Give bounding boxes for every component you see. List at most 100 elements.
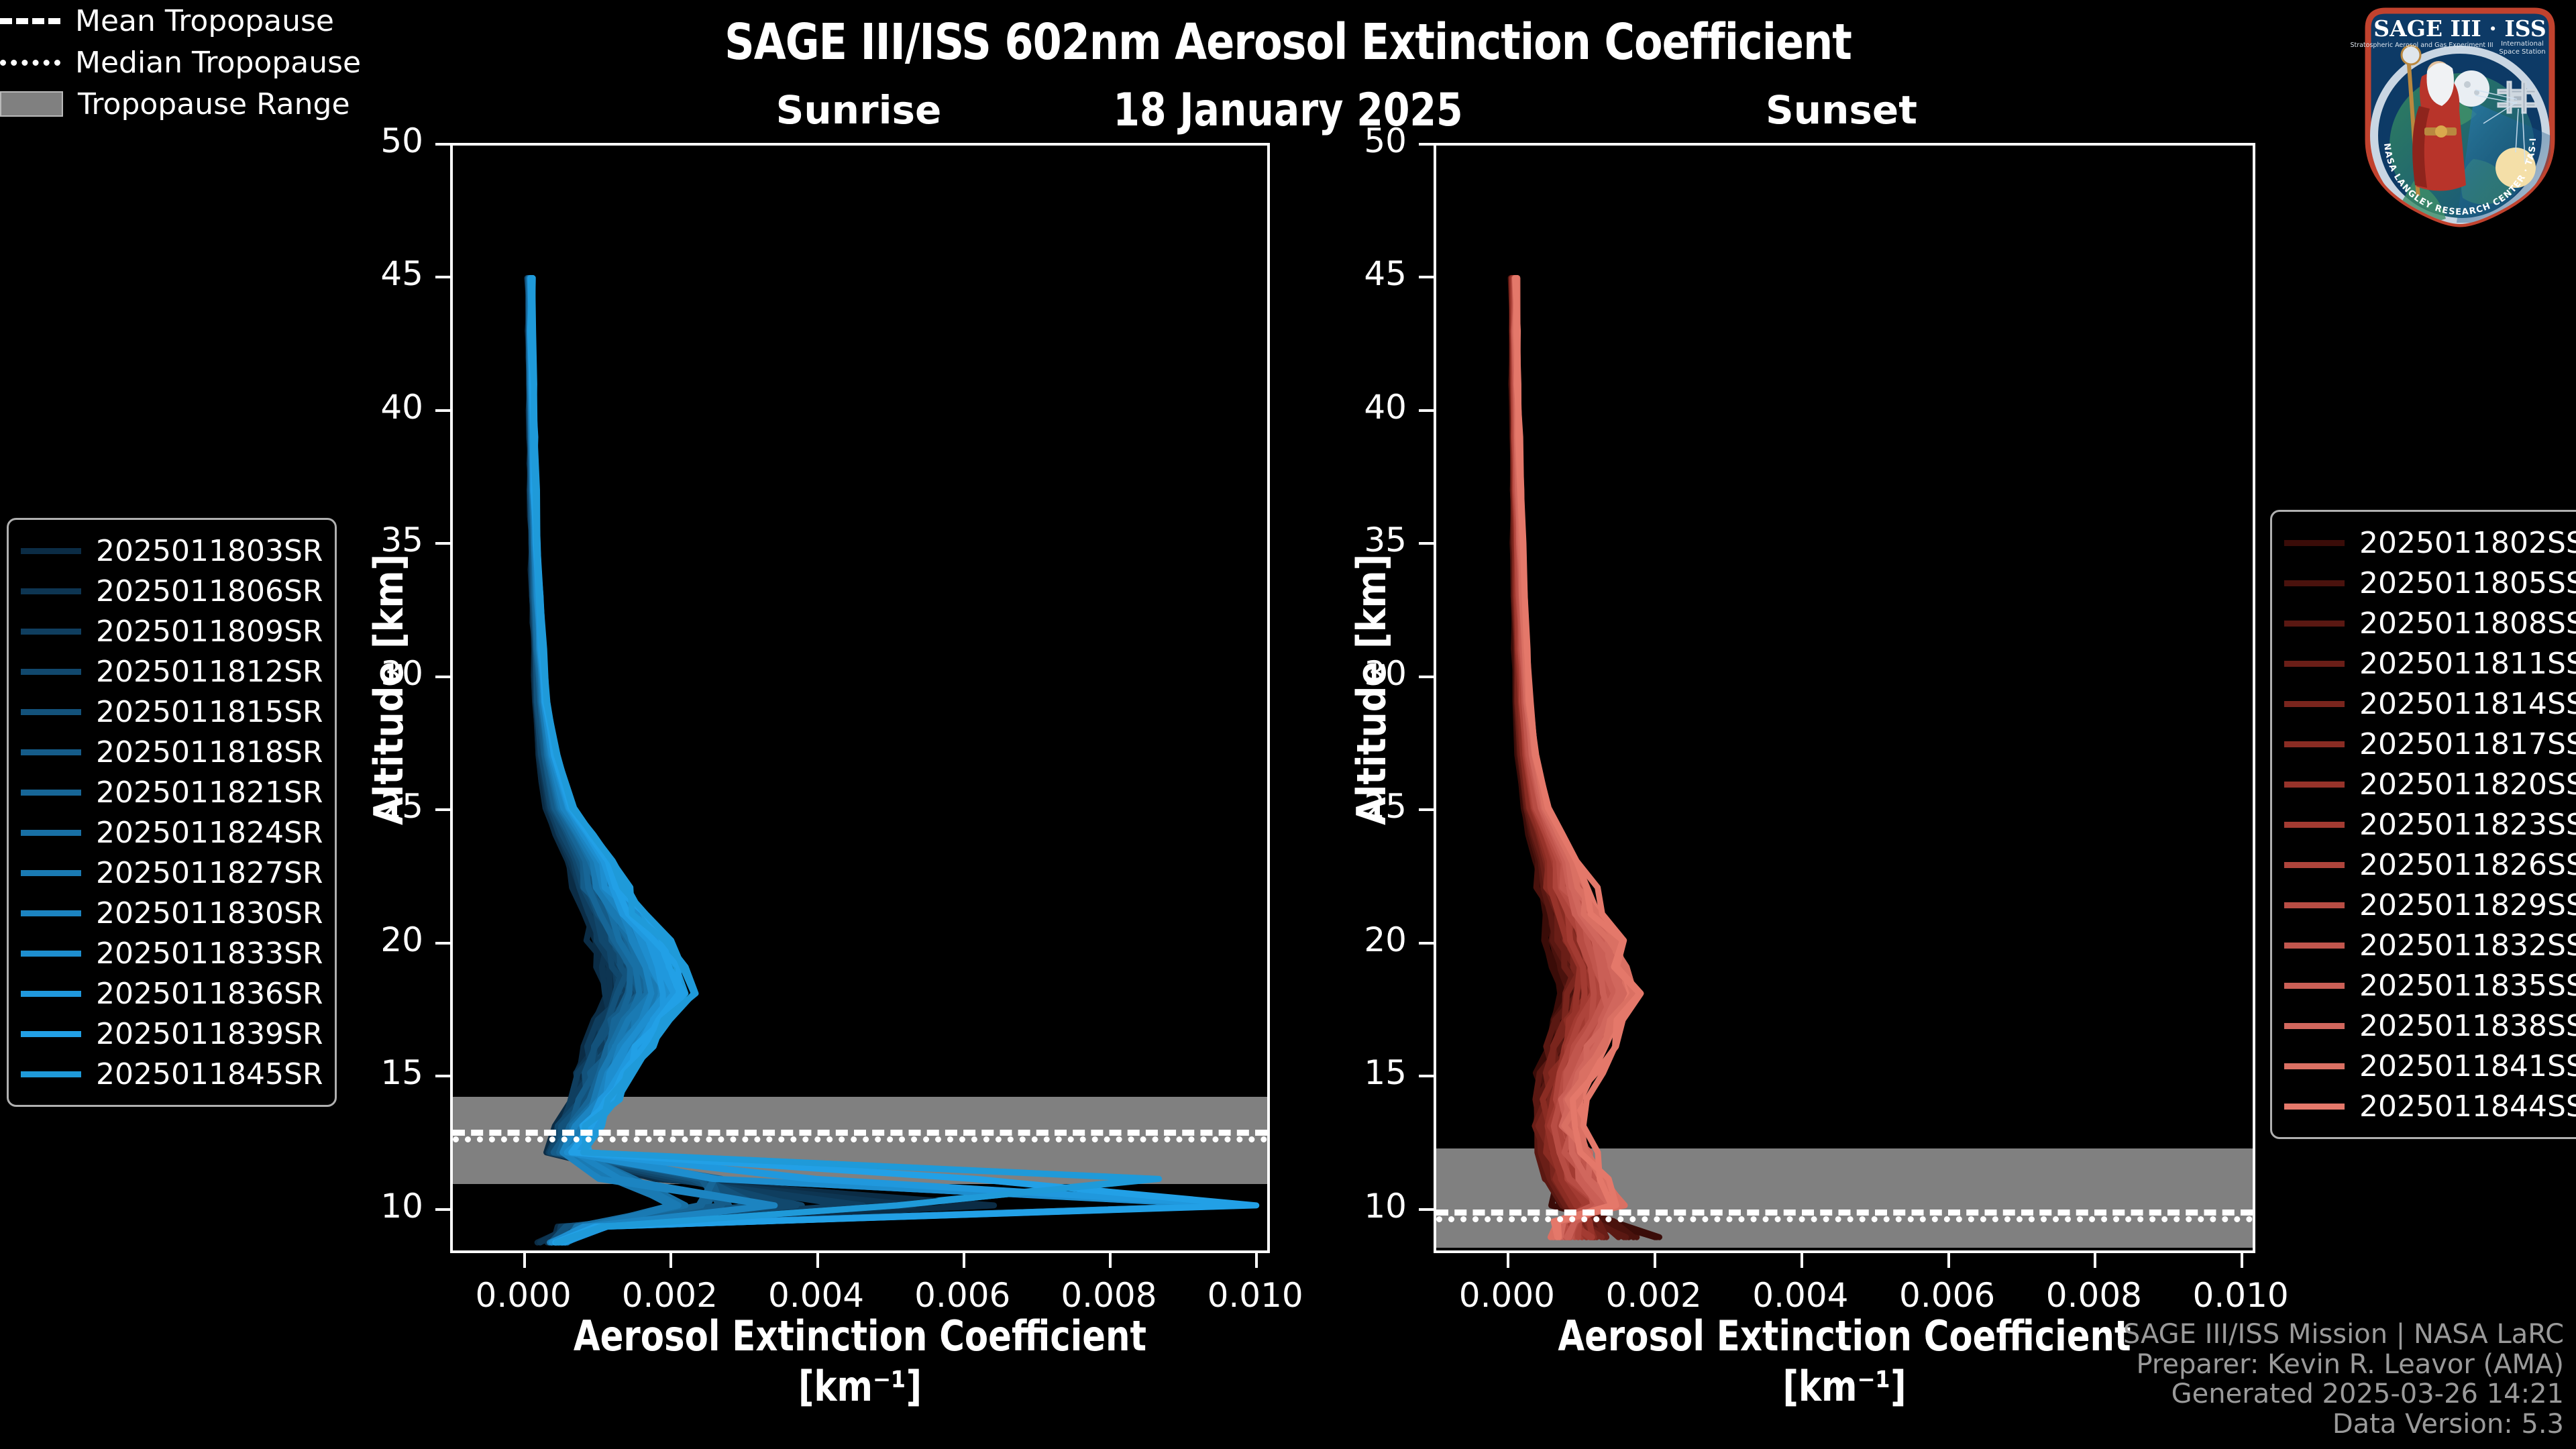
legend-label: 2025011811SS <box>2359 646 2576 681</box>
legend-item[interactable]: 2025011806SR <box>21 571 323 611</box>
legend-item[interactable]: 2025011830SR <box>21 893 323 933</box>
y-axis-tick-label: 50 <box>380 121 423 160</box>
legend-color-swatch <box>21 588 81 594</box>
credits-line-generated: Generated 2025-03-26 14:21 <box>2171 1379 2564 1410</box>
legend-item[interactable]: 2025011836SR <box>21 973 323 1014</box>
legend-sunrise[interactable]: 2025011803SR 2025011806SR 2025011809SR 2025… <box>7 518 337 1107</box>
legend-label: 2025011829SS <box>2359 888 2576 922</box>
legend-color-swatch <box>21 1071 81 1077</box>
credits-line-version: Data Version: 5.3 <box>2332 1409 2564 1440</box>
legend-item[interactable]: 2025011817SS <box>2284 724 2576 764</box>
legend-item[interactable]: 2025011815SR <box>21 692 323 732</box>
legend-label: 2025011815SR <box>96 694 323 729</box>
legend-item[interactable]: 2025011824SR <box>21 812 323 853</box>
legend-item[interactable]: 2025011845SR <box>21 1054 323 1094</box>
legend-item[interactable]: 2025011803SR <box>21 531 323 571</box>
x-axis-tick-label: 0.006 <box>914 1276 1011 1315</box>
legend-color-swatch <box>2284 1063 2345 1069</box>
legend-color-swatch <box>21 708 81 715</box>
series-line <box>531 278 1238 1242</box>
legend-color-swatch <box>2284 539 2345 546</box>
legend-color-swatch <box>2284 902 2345 908</box>
y-axis-tick-label: 35 <box>1364 521 1407 560</box>
x-axis-tick <box>669 1253 673 1268</box>
legend-item[interactable]: 2025011821SR <box>21 772 323 812</box>
legend-color-swatch <box>21 547 81 554</box>
y-axis-tick <box>435 276 450 279</box>
legend-label: 2025011821SR <box>96 775 323 810</box>
legend-sunset[interactable]: 2025011802SS 2025011805SS 2025011808SS 2025… <box>2270 510 2576 1139</box>
plot-panel-sunset <box>1434 143 2255 1253</box>
legend-color-swatch <box>2284 1103 2345 1110</box>
legend-item[interactable]: 2025011841SS <box>2284 1046 2576 1086</box>
y-axis-tick <box>435 675 450 678</box>
y-axis-tick <box>435 143 450 146</box>
series-line <box>530 278 769 1242</box>
legend-item[interactable]: 2025011832SS <box>2284 925 2576 965</box>
legend-item[interactable]: 2025011808SS <box>2284 603 2576 643</box>
dotted-line-icon <box>0 59 60 66</box>
series-line <box>532 278 1159 1242</box>
legend-item[interactable]: 2025011820SS <box>2284 764 2576 804</box>
x-axis-tick-label: 0.008 <box>1061 1276 1157 1315</box>
credits-line-mission: SAGE III/ISS Mission | NASA LaRC <box>2123 1318 2564 1350</box>
legend-color-swatch <box>2284 1022 2345 1029</box>
legend-label: 2025011805SS <box>2359 566 2576 600</box>
legend-item[interactable]: 2025011827SR <box>21 853 323 893</box>
legend-label: 2025011824SR <box>96 815 323 850</box>
legend-item[interactable]: 2025011838SS <box>2284 1006 2576 1046</box>
x-axis-tick <box>1654 1253 1657 1268</box>
legend-item[interactable]: 2025011814SS <box>2284 684 2576 724</box>
series-line <box>531 278 1157 1242</box>
legend-item[interactable]: 2025011833SR <box>21 933 323 973</box>
patch-subtitle-right-1: International <box>2501 40 2544 48</box>
legend-label: 2025011826SS <box>2359 847 2576 882</box>
median-tropopause-line-sunrise <box>453 1136 1267 1143</box>
plot-panel-sunrise <box>450 143 1270 1253</box>
legend-item[interactable]: 2025011844SS <box>2284 1086 2576 1126</box>
legend-item[interactable]: 2025011835SS <box>2284 965 2576 1006</box>
legend-item[interactable]: 2025011823SS <box>2284 804 2576 845</box>
legend-item[interactable]: 2025011805SS <box>2284 563 2576 603</box>
legend-label: 2025011839SR <box>96 1016 323 1051</box>
x-axis-tick <box>2094 1253 2097 1268</box>
legend-label: 2025011836SR <box>96 976 323 1011</box>
x-axis-tick-label: 0.000 <box>1458 1276 1555 1315</box>
series-line <box>532 278 1256 1242</box>
plot-area-sunrise <box>453 146 1267 1250</box>
legend-item[interactable]: 2025011809SR <box>21 611 323 651</box>
filled-band-icon <box>0 91 63 117</box>
mean-tropopause-line-sunset <box>1436 1209 2253 1216</box>
legend-color-swatch <box>21 829 81 836</box>
legend-label: 2025011827SR <box>96 855 323 890</box>
legend-label: 2025011833SR <box>96 936 323 971</box>
legend-item[interactable]: 2025011802SS <box>2284 523 2576 563</box>
date-subtitle: 18 January 2025 <box>1113 84 1463 137</box>
y-axis-tick-label: 10 <box>1364 1186 1407 1226</box>
legend-tropopause: Mean Tropopause Median Tropopause Tropop… <box>0 0 362 125</box>
legend-item[interactable]: 2025011818SR <box>21 732 323 772</box>
series-line <box>530 278 1244 1242</box>
legend-item[interactable]: 2025011829SS <box>2284 885 2576 925</box>
legend-item[interactable]: 2025011812SR <box>21 651 323 692</box>
legend-color-swatch <box>21 950 81 957</box>
legend-item[interactable]: 2025011811SS <box>2284 643 2576 684</box>
y-axis-tick-label: 10 <box>380 1186 423 1226</box>
y-axis-tick-label: 30 <box>380 653 423 693</box>
legend-color-swatch <box>21 668 81 675</box>
y-axis-tick-label: 50 <box>1364 121 1407 160</box>
legend-color-swatch <box>2284 821 2345 828</box>
series-line <box>531 278 1249 1242</box>
legend-color-swatch <box>21 869 81 876</box>
legend-item[interactable]: 2025011839SR <box>21 1014 323 1054</box>
legend-item-tropopause-range: Tropopause Range <box>0 83 362 125</box>
y-axis-tick-label: 15 <box>380 1053 423 1093</box>
x-axis-tick <box>816 1253 819 1268</box>
y-axis-tick <box>1419 542 1434 545</box>
legend-color-swatch <box>2284 620 2345 627</box>
legend-label: 2025011803SR <box>96 533 323 568</box>
legend-label: 2025011838SS <box>2359 1008 2576 1043</box>
x-axis-tick <box>2241 1253 2244 1268</box>
legend-item[interactable]: 2025011826SS <box>2284 845 2576 885</box>
legend-label: 2025011830SR <box>96 896 323 930</box>
